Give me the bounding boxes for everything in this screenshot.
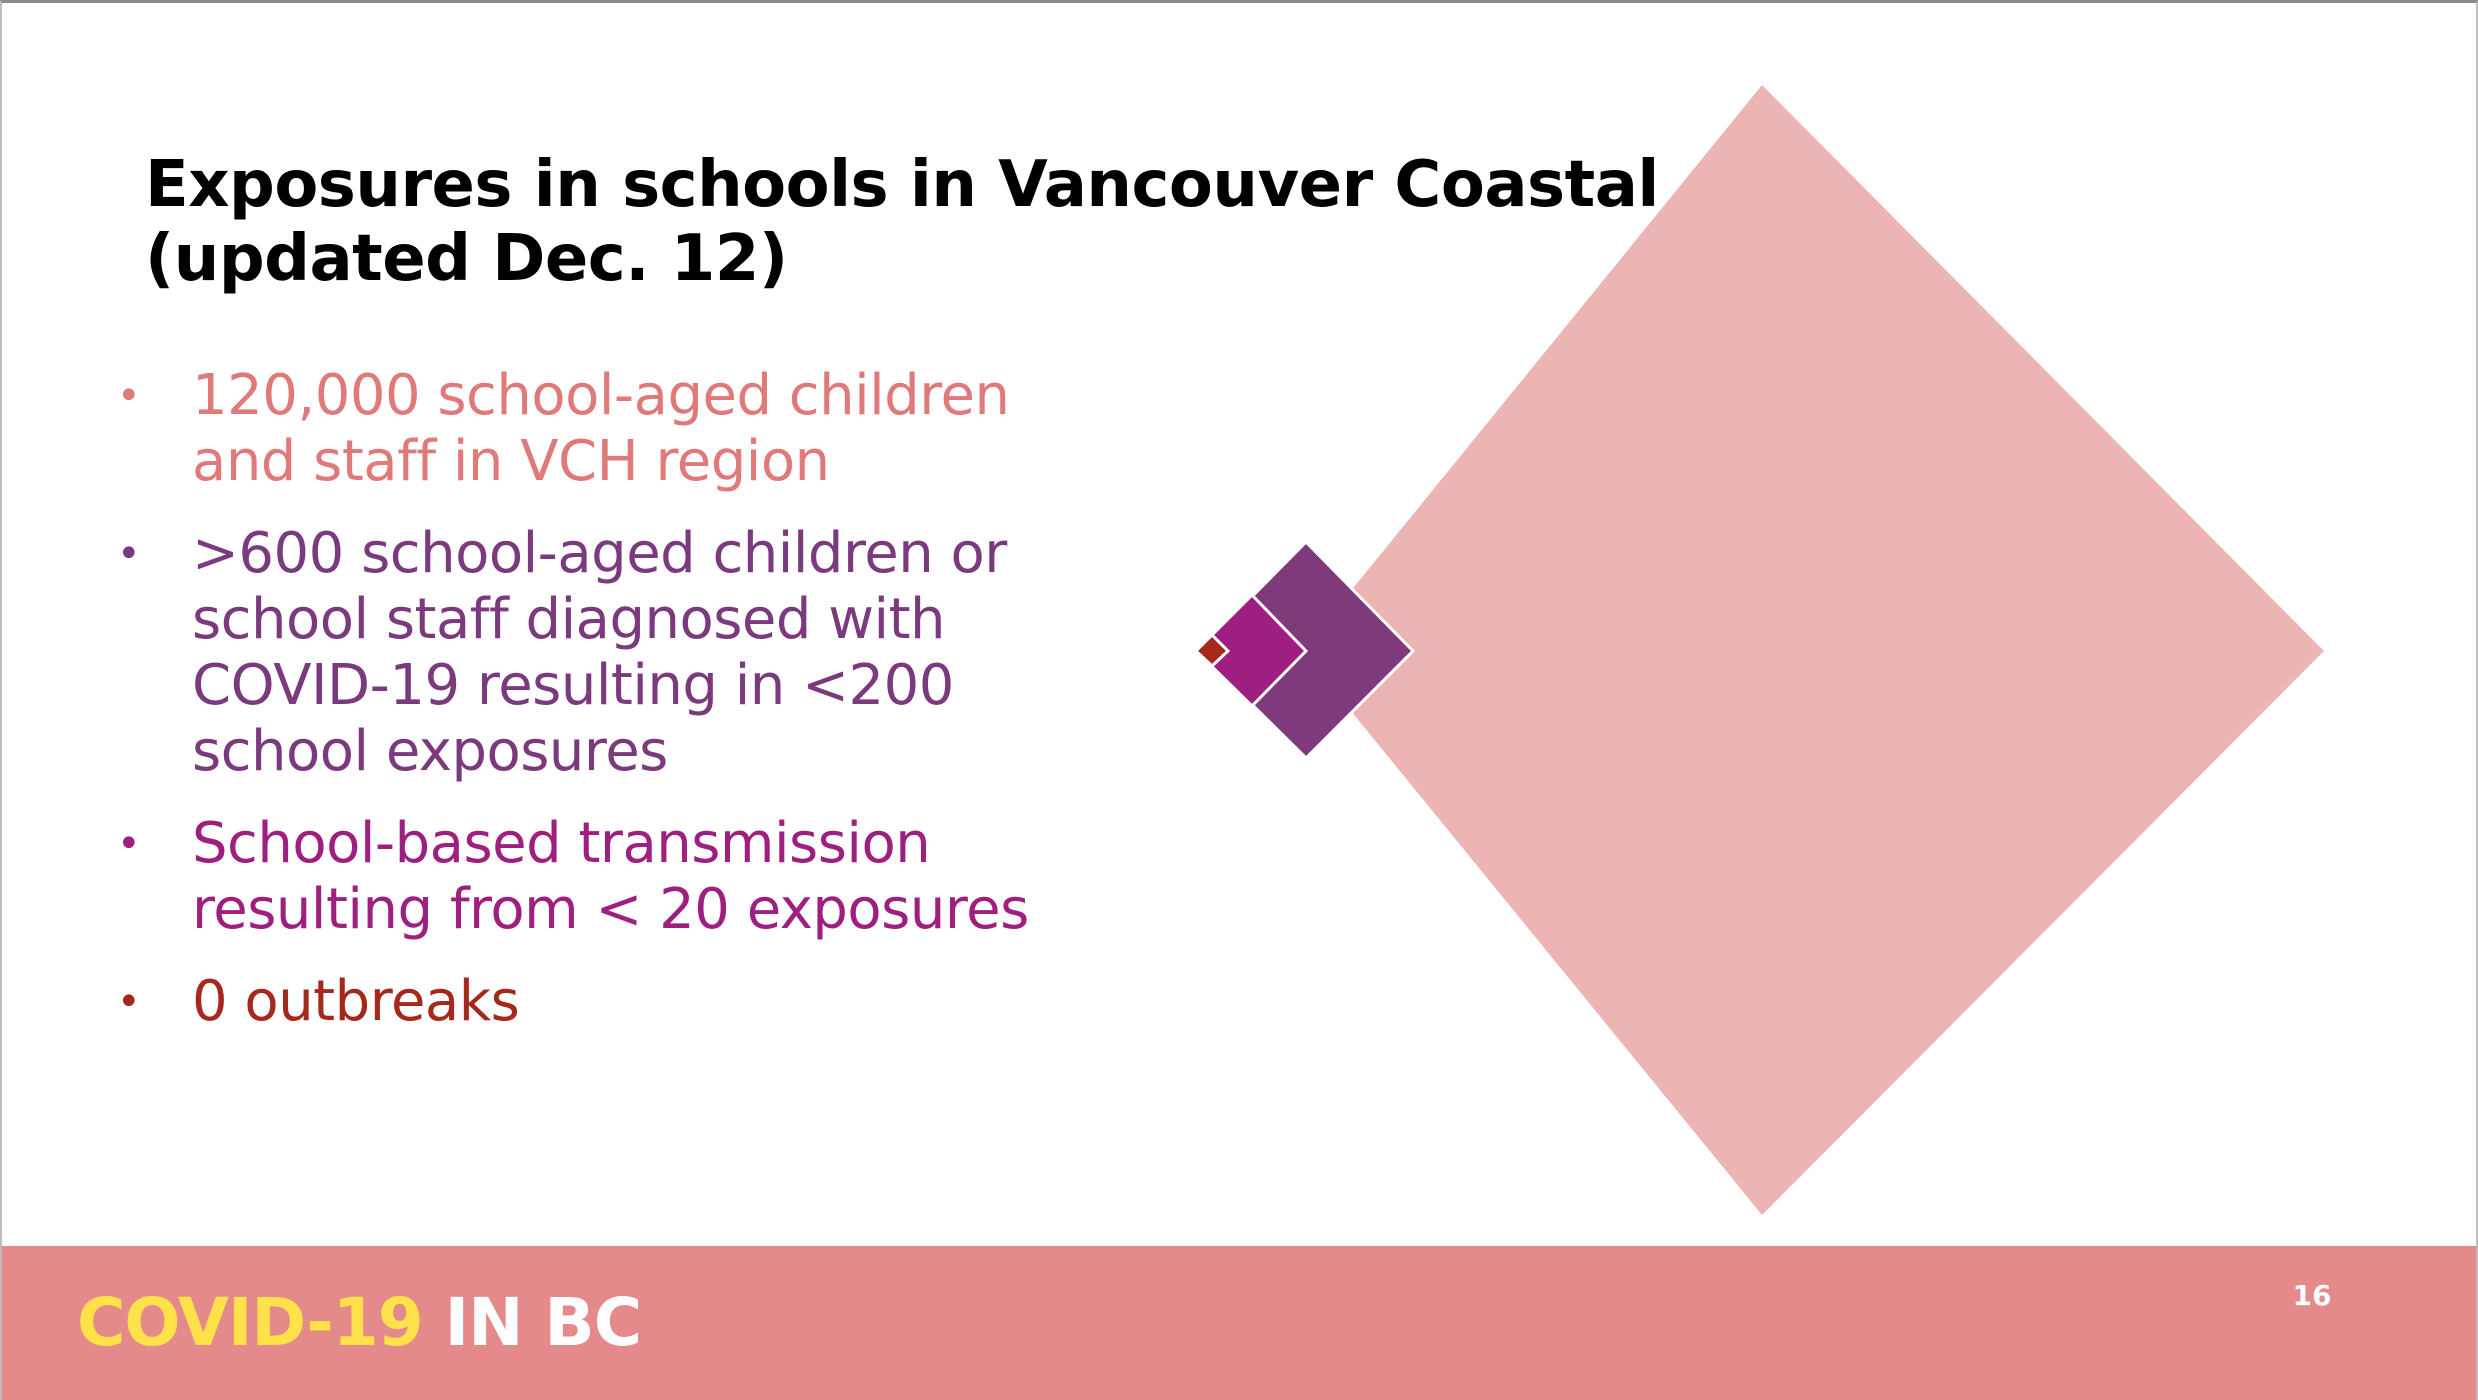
page-number: 16 [2292, 1279, 2332, 1312]
nested-diamonds-graphic [1193, 85, 2324, 1215]
bullet-item: • School-based transmission resulting from… [117, 811, 1137, 943]
footer-bar: COVID-19 IN BC 16 [2, 1246, 2476, 1400]
bullet-text-line: 120,000 school-aged children [192, 363, 1010, 428]
bullet-text-line: school staff diagnosed with [192, 587, 946, 652]
slide-title-line-2: (updated Dec. 12) [145, 222, 788, 296]
large-diamond [1302, 85, 2324, 1215]
bullet-text-line: resulting from < 20 exposures [192, 877, 1029, 942]
bullet-marker: • [117, 979, 141, 1025]
bullet-text-line: >600 school-aged children or [192, 521, 1007, 586]
bullet-text-line: School-based transmission [192, 811, 931, 876]
bullet-marker: • [117, 531, 141, 577]
bullet-text-line: and staff in VCH region [192, 429, 830, 494]
brand-logo-part-2: IN BC [444, 1284, 643, 1361]
bullet-item: • >600 school-aged children or school staf… [117, 521, 1137, 785]
bullet-text-line: school exposures [192, 719, 668, 784]
slide-title: Exposures in schools in Vancouver Coasta… [145, 148, 1659, 296]
brand-logo-part-1: COVID-19 [77, 1284, 424, 1361]
brand-logo: COVID-19 IN BC [77, 1283, 643, 1363]
bullet-text-line: 0 outbreaks [192, 969, 520, 1034]
bullet-list: • 120,000 school-aged children and staff i… [117, 363, 1137, 1061]
bullet-marker: • [117, 821, 141, 867]
small-diamond [1193, 592, 1309, 709]
slide-title-line-1: Exposures in schools in Vancouver Coasta… [145, 148, 1659, 222]
bullet-marker: • [117, 373, 141, 419]
bullet-text-line: COVID-19 resulting in <200 [192, 653, 954, 718]
tiny-diamond [1193, 632, 1231, 669]
bullet-item: • 120,000 school-aged children and staff i… [117, 363, 1137, 495]
bullet-item: • 0 outbreaks [117, 969, 1137, 1035]
